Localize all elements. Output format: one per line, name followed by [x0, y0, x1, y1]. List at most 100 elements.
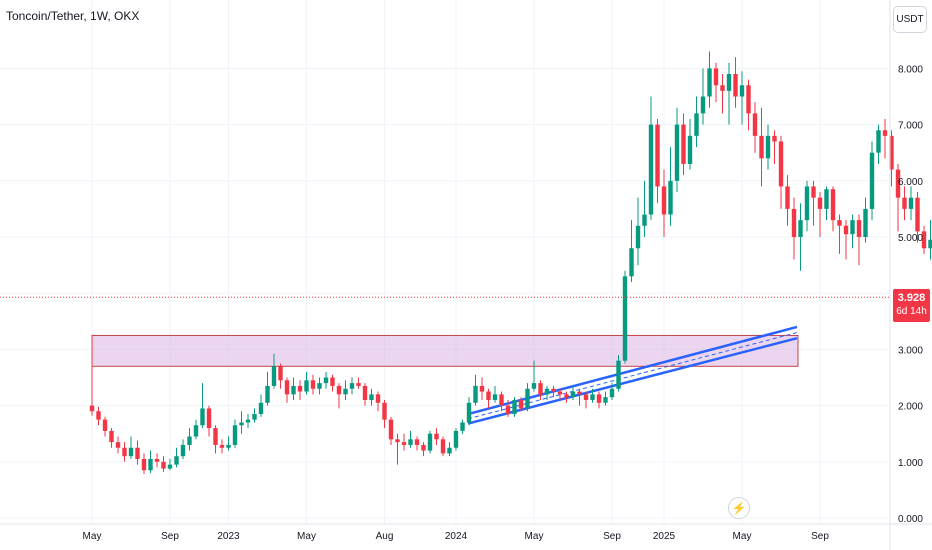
candle [661, 169, 667, 237]
candle-body [109, 430, 114, 443]
candle [187, 428, 192, 451]
candle [882, 118, 888, 159]
time-axis[interactable]: May Sep 2023 May Aug 2024 May Sep 2025 May Sep [0, 523, 932, 542]
candle-body [434, 433, 439, 440]
candle-body [570, 391, 576, 398]
candle [505, 399, 511, 417]
candle-body [193, 425, 199, 437]
candle-body [830, 189, 836, 221]
candle-body [252, 414, 257, 420]
candle [824, 186, 829, 221]
candle-body [902, 197, 907, 209]
candle-body [674, 124, 680, 181]
candle [356, 377, 361, 389]
candle [167, 458, 173, 471]
price-axis[interactable]: 0.0001.0002.0003.0004.0005.0006.0007.000… [889, 0, 923, 550]
candle [206, 405, 212, 437]
candle [154, 453, 160, 468]
lightning-icon[interactable]: ⚡ [728, 497, 750, 519]
x-tick-label: Sep [161, 531, 179, 542]
candle [616, 355, 621, 392]
candle-body [915, 197, 920, 232]
candle-body [889, 135, 894, 170]
candle-body [752, 113, 758, 136]
candle [492, 385, 498, 403]
candle-body [863, 208, 868, 237]
candle [512, 397, 517, 417]
candle [531, 360, 537, 392]
candle-body [421, 444, 426, 451]
candle [362, 383, 368, 406]
candle [109, 428, 114, 448]
candle [421, 442, 426, 457]
candle-body [388, 419, 394, 440]
candle [642, 180, 647, 237]
candle-body [395, 439, 400, 443]
candle-body [258, 402, 264, 415]
candle-body [343, 388, 348, 395]
candle [518, 397, 524, 412]
candle-body [245, 419, 251, 423]
candle [538, 380, 543, 400]
candle-body [141, 458, 147, 471]
candle-body [122, 447, 127, 457]
candle-body [544, 388, 550, 395]
candle-body [180, 444, 186, 457]
candle-body [499, 394, 504, 406]
candle [499, 391, 504, 412]
currency-label[interactable]: USDT [893, 6, 927, 33]
y-tick-label: 3.000 [898, 345, 923, 356]
candle [115, 436, 121, 454]
candle-body [447, 447, 452, 454]
candle-body [746, 85, 751, 114]
x-tick-label: Sep [811, 531, 829, 542]
candle-body [440, 439, 446, 454]
candle-body [213, 428, 218, 445]
candle-body [681, 124, 686, 164]
candle-body [759, 135, 764, 159]
x-tick-label: May [83, 531, 102, 542]
candle [304, 371, 309, 395]
candle [694, 96, 699, 148]
candle [200, 383, 205, 429]
x-tick-label: Sep [603, 531, 621, 542]
candle-body [323, 377, 329, 384]
candle [856, 214, 862, 266]
candle-body [375, 394, 381, 403]
candle [778, 135, 784, 209]
candle [382, 399, 387, 429]
candle-body [479, 385, 485, 392]
candle [843, 220, 849, 260]
y-tick-label: 7.000 [898, 121, 923, 132]
candle [317, 377, 322, 395]
candle [609, 383, 615, 400]
candle [89, 403, 95, 416]
x-tick-label: May [297, 531, 316, 542]
candle-body [778, 141, 784, 187]
candle [336, 383, 342, 409]
candle-body [850, 220, 855, 235]
candle [414, 436, 420, 451]
candle-body [135, 447, 140, 459]
candle [284, 377, 290, 403]
candle-body [310, 380, 316, 389]
candle [746, 79, 751, 131]
candle-body [486, 391, 491, 400]
candle-body [473, 385, 478, 403]
candle-body [492, 394, 498, 400]
candle [343, 380, 348, 400]
candle [239, 411, 244, 434]
candle [453, 428, 459, 451]
candle-body [232, 425, 238, 445]
candle [915, 192, 920, 243]
candle [759, 107, 764, 187]
candle-body [596, 394, 602, 403]
candle [440, 436, 446, 457]
candle [674, 107, 680, 193]
candle-body [291, 385, 296, 395]
candle [733, 57, 738, 108]
candle-body [297, 385, 303, 392]
candle [180, 439, 186, 459]
x-tick-label: 2025 [653, 531, 676, 542]
